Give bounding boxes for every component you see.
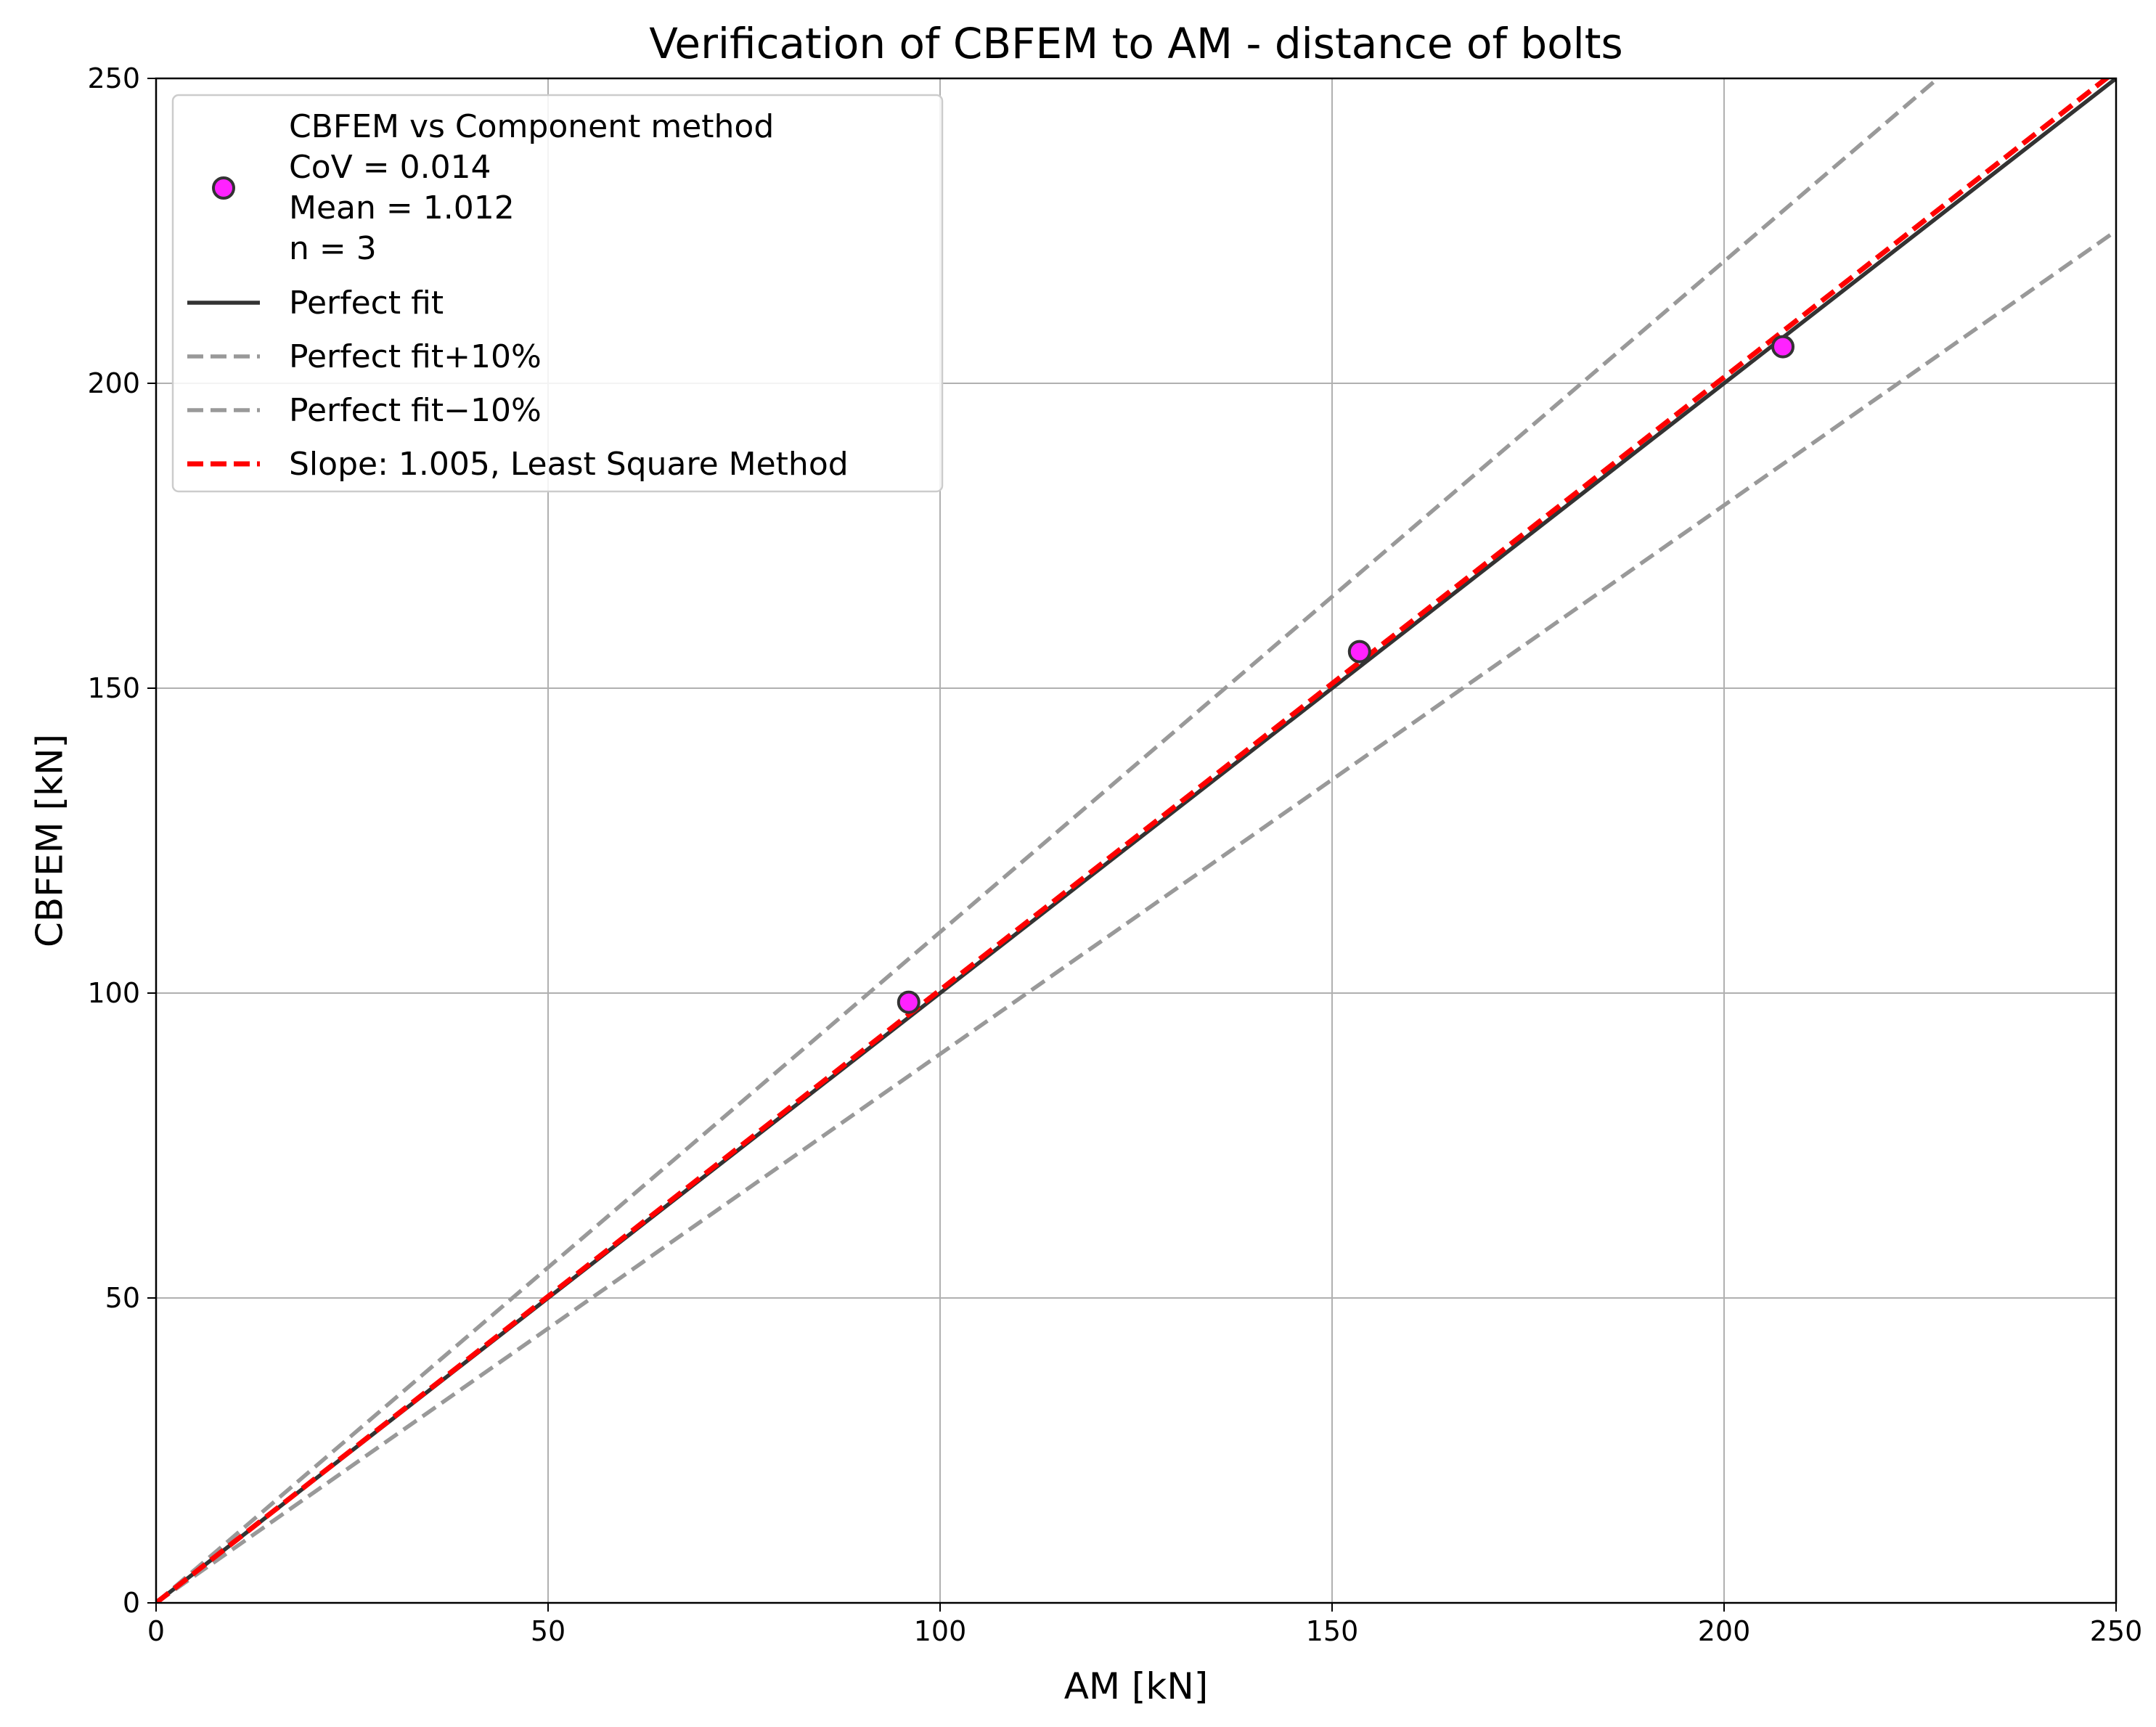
- x-tick-label: 0: [147, 1615, 165, 1647]
- legend-label: Perfect fit: [289, 285, 444, 322]
- legend-label: n = 3: [289, 230, 377, 267]
- points-layer: [897, 335, 1794, 1014]
- legend-box: [171, 94, 944, 493]
- legend-label: CBFEM vs Component method: [289, 108, 774, 145]
- x-tick-label: 200: [1698, 1615, 1751, 1647]
- y-axis-label: CBFEM [kN]: [29, 734, 71, 947]
- y-tick-label: 50: [105, 1282, 140, 1314]
- legend: CBFEM vs Component method CoV = 0.014Mean…: [171, 94, 944, 493]
- x-tick-label: 150: [1306, 1615, 1359, 1647]
- y-tick-label: 150: [87, 672, 140, 704]
- legend-label: CoV = 0.014: [289, 149, 491, 186]
- legend-label: Slope: 1.005, Least Square Method: [289, 446, 849, 483]
- series-line: [156, 78, 1941, 1603]
- x-axis-label: AM [kN]: [1064, 1665, 1209, 1707]
- plot-frame: [155, 77, 2118, 1604]
- lines-layer: [156, 78, 2116, 1603]
- data-point: [897, 990, 920, 1014]
- y-tick-label: 250: [87, 62, 140, 94]
- legend-label: Perfect fit+10%: [289, 338, 542, 375]
- series-line: [156, 78, 2111, 1603]
- legend-label: Perfect fit−10%: [289, 392, 542, 429]
- legend-label: Mean = 1.012: [289, 189, 515, 226]
- x-tick-label: 50: [531, 1615, 565, 1647]
- x-tick-label: 100: [914, 1615, 967, 1647]
- data-point: [1347, 640, 1371, 664]
- series-line: [156, 229, 2116, 1603]
- data-point: [1771, 335, 1794, 359]
- series-lines: [156, 78, 2116, 1603]
- x-tick-label: 250: [2090, 1615, 2143, 1647]
- y-tick-label: 0: [123, 1587, 140, 1619]
- series-line: [156, 78, 2116, 1603]
- legend-marker: [212, 176, 235, 200]
- ticks-layer: 0 50 100 150 200 250 0 50 100 150 200 250: [87, 62, 2142, 1647]
- y-tick-label: 200: [87, 367, 140, 399]
- chart-title: Verification of CBFEM to AM - distance o…: [649, 19, 1623, 68]
- y-tick-label: 100: [87, 977, 140, 1009]
